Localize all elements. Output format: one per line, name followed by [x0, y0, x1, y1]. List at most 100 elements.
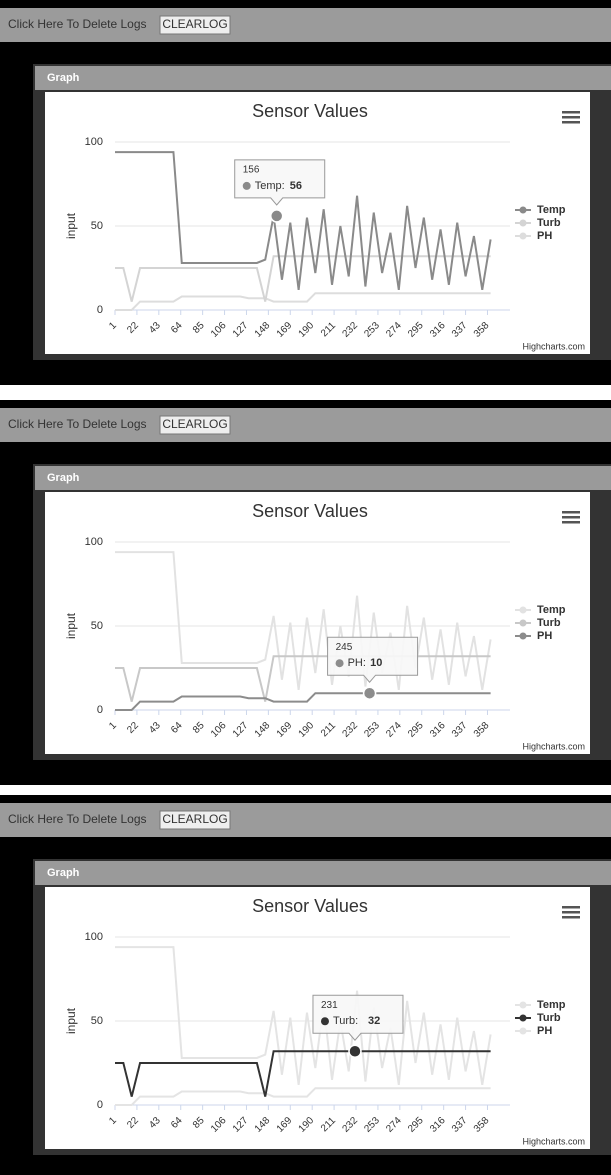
y-axis-title: input	[64, 212, 78, 239]
tooltip-symbol	[335, 659, 344, 668]
tooltip-label: Turb:	[333, 1015, 358, 1027]
graph-header-text: Graph	[47, 472, 80, 484]
toolbar-text: Click Here To Delete Logs	[8, 417, 147, 431]
legend-marker[interactable]	[519, 632, 527, 640]
menu-bar[interactable]	[562, 916, 580, 919]
button-face[interactable]	[159, 415, 231, 435]
toolbar	[0, 803, 611, 837]
series-line	[115, 551, 492, 691]
tooltip-box	[312, 994, 404, 1042]
clearlog-button[interactable]: CLEARLOG	[159, 415, 231, 435]
button-face[interactable]	[159, 810, 231, 830]
menu-bar[interactable]	[562, 906, 580, 909]
clearlog-button[interactable]: CLEARLOG	[159, 15, 231, 35]
tooltip-point	[269, 209, 284, 223]
legend-marker[interactable]	[519, 619, 527, 627]
y-axis-title: input	[64, 1007, 78, 1034]
tooltip-x: 231	[321, 1000, 338, 1011]
y-tick-label: 100	[85, 931, 103, 943]
series-line	[115, 151, 492, 291]
menu-bar[interactable]	[562, 521, 580, 524]
tooltip-x: 156	[243, 165, 260, 176]
legend-item[interactable]: Turb	[515, 217, 561, 229]
legend-marker[interactable]	[519, 219, 527, 227]
button-label[interactable]: CLEARLOG	[162, 812, 227, 826]
graph-header	[35, 466, 611, 490]
tooltip-point	[362, 686, 377, 700]
legend-item[interactable]: PH	[515, 230, 552, 242]
legend-marker[interactable]	[519, 1027, 527, 1035]
menu-bar[interactable]	[562, 911, 580, 914]
toolbar-text: Click Here To Delete Logs	[8, 17, 147, 31]
legend-item[interactable]: Turb	[515, 1012, 561, 1024]
legend-marker[interactable]	[519, 232, 527, 240]
legend-item[interactable]: Temp	[515, 604, 566, 616]
y-tick-label: 100	[85, 136, 103, 148]
menu-bar[interactable]	[562, 511, 580, 514]
tooltip-value: 10	[370, 657, 382, 669]
tooltip-point	[348, 1044, 362, 1058]
button-label[interactable]: CLEARLOG	[162, 417, 227, 431]
series-line	[115, 1087, 491, 1106]
menu-bar[interactable]	[562, 516, 580, 519]
credit: Highcharts.com	[522, 741, 585, 751]
clearlog-button[interactable]: CLEARLOG	[159, 810, 231, 830]
legend-label[interactable]: Temp	[537, 204, 566, 216]
tooltip-value: 32	[368, 1015, 380, 1027]
legend-item[interactable]: Temp	[515, 204, 566, 216]
series-line	[115, 692, 491, 711]
legend-marker[interactable]	[519, 1001, 527, 1009]
y-tick-label: 0	[97, 1099, 103, 1111]
tooltip-value: 56	[290, 180, 302, 192]
legend-item[interactable]: PH	[515, 630, 552, 642]
y-tick-label: 50	[91, 220, 103, 232]
credit: Highcharts.com	[522, 1136, 585, 1146]
series-line	[115, 1050, 491, 1097]
tooltip-symbol	[320, 1017, 329, 1026]
chart-menu[interactable]	[562, 111, 580, 124]
y-tick-label: 100	[85, 536, 103, 548]
menu-bar[interactable]	[562, 116, 580, 119]
chart-title: Sensor Values	[252, 501, 368, 521]
tooltip-label: Temp:	[255, 180, 285, 192]
series-line	[115, 292, 491, 311]
legend-label[interactable]: Turb	[537, 617, 561, 629]
y-axis-title: input	[64, 612, 78, 639]
tooltip-x: 245	[336, 642, 353, 653]
legend-item[interactable]: PH	[515, 1025, 552, 1037]
button-label[interactable]: CLEARLOG	[162, 17, 227, 31]
legend-marker[interactable]	[519, 206, 527, 214]
legend-label[interactable]: Turb	[537, 217, 561, 229]
y-tick-label: 0	[97, 304, 103, 316]
series-line	[115, 946, 492, 1086]
chart-title: Sensor Values	[252, 101, 368, 121]
series-line	[115, 655, 491, 702]
legend-label[interactable]: PH	[537, 230, 552, 242]
toolbar	[0, 8, 611, 42]
menu-bar[interactable]	[562, 111, 580, 114]
legend-marker[interactable]	[519, 606, 527, 614]
legend-label[interactable]: PH	[537, 1025, 552, 1037]
button-face[interactable]	[159, 15, 231, 35]
legend-marker[interactable]	[519, 1014, 527, 1022]
tooltip-label: PH:	[348, 657, 366, 669]
tooltip-box	[327, 636, 419, 683]
graph-header-text: Graph	[47, 867, 80, 879]
chart-area	[45, 492, 590, 754]
toolbar	[0, 408, 611, 442]
legend-label[interactable]: Temp	[537, 604, 566, 616]
chart-menu[interactable]	[562, 511, 580, 524]
legend-label[interactable]: Turb	[537, 1012, 561, 1024]
legend-label[interactable]: PH	[537, 630, 552, 642]
graph-header-text: Graph	[47, 72, 80, 84]
legend-item[interactable]: Turb	[515, 617, 561, 629]
legend-label[interactable]: Temp	[537, 999, 566, 1011]
graph-header	[35, 861, 611, 885]
graph-header	[35, 66, 611, 90]
toolbar-text: Click Here To Delete Logs	[8, 812, 147, 826]
menu-bar[interactable]	[562, 121, 580, 124]
chart-menu[interactable]	[562, 906, 580, 919]
legend-item[interactable]: Temp	[515, 999, 566, 1011]
chart-title: Sensor Values	[252, 896, 368, 916]
